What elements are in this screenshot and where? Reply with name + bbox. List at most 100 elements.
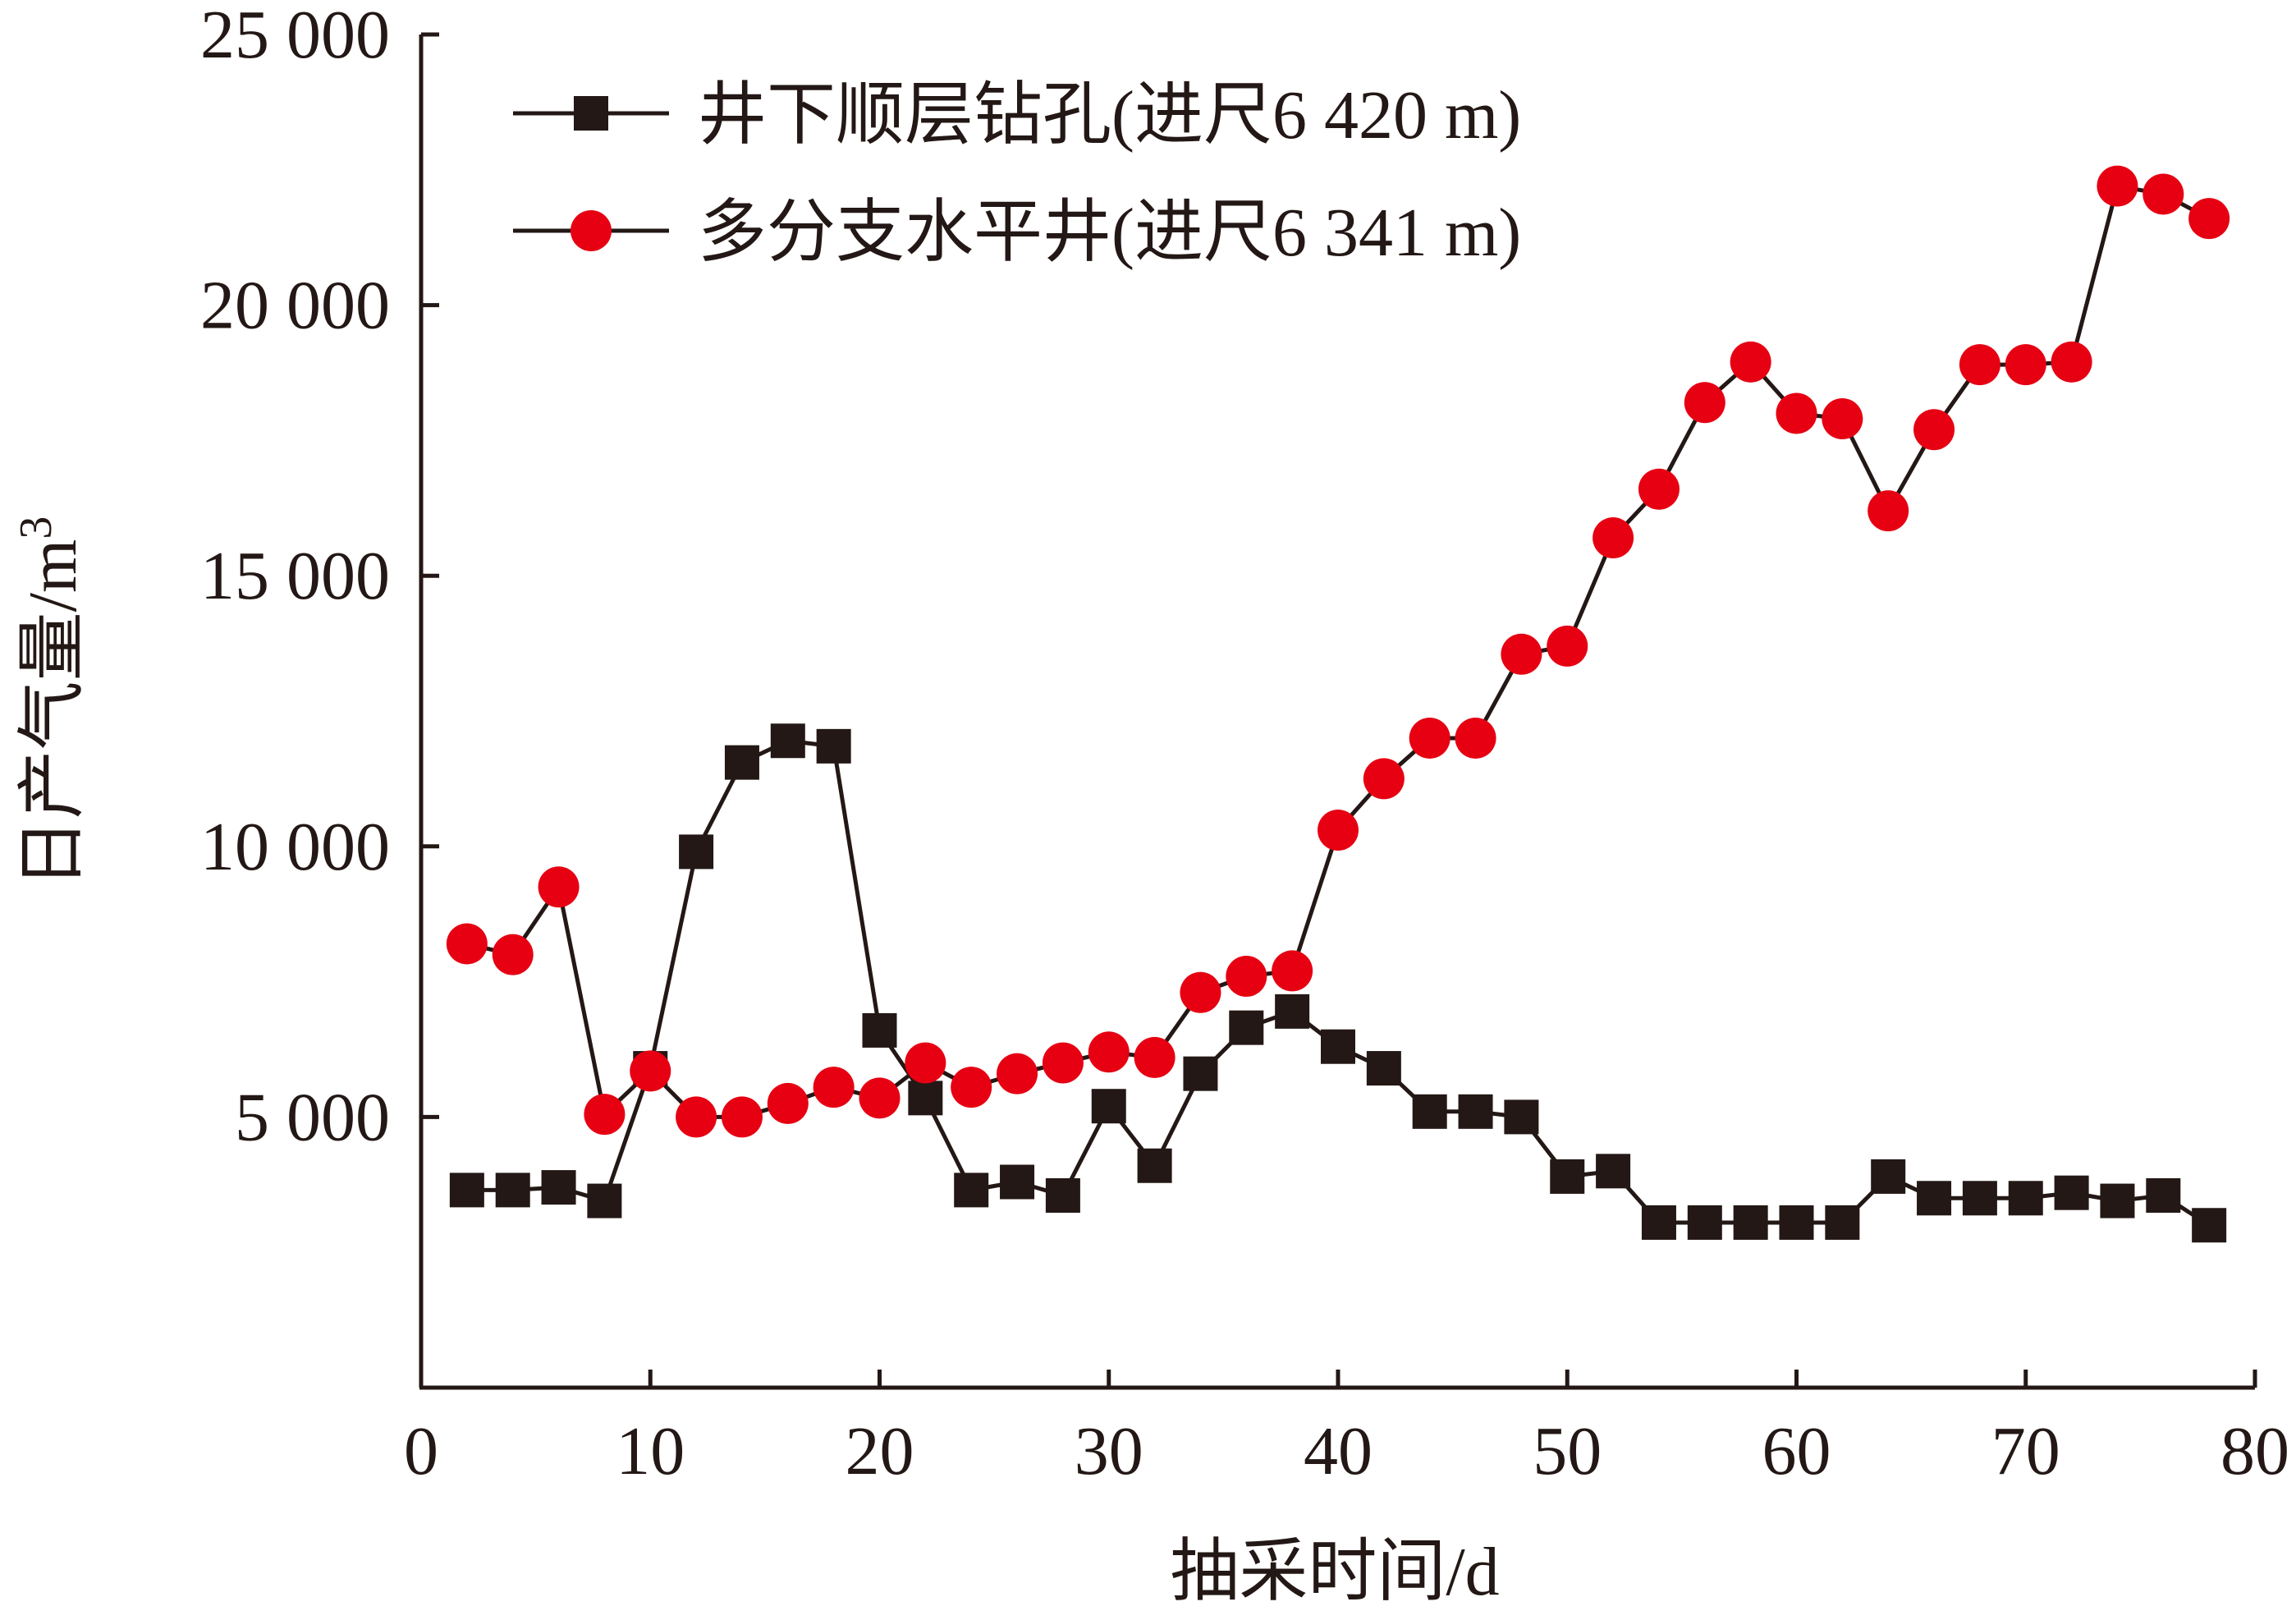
- series-1-point: [1183, 1056, 1218, 1091]
- y-axis-title-superscript: 3: [11, 516, 62, 539]
- legend-item-1: 井下顺层钻孔(进尺6 420 m): [513, 77, 1521, 154]
- series-1-point: [2054, 1175, 2089, 1210]
- series-1-point: [2008, 1181, 2043, 1216]
- x-tick-label: 60: [1762, 1413, 1831, 1489]
- series-1-point: [587, 1183, 622, 1218]
- series-2-point: [813, 1067, 855, 1108]
- series-2-point: [1455, 717, 1496, 759]
- series-2-point: [905, 1042, 946, 1084]
- series-2-point: [721, 1096, 763, 1138]
- y-tick-label: 20 000: [200, 268, 390, 344]
- series-1-point: [908, 1081, 943, 1116]
- y-axis-title-text: 日产气量/m: [15, 539, 91, 888]
- x-tick-label: 80: [2220, 1413, 2289, 1489]
- series-1-point: [1825, 1205, 1860, 1240]
- x-tick-label: 70: [1991, 1413, 2060, 1489]
- series-2-point: [1593, 517, 1634, 559]
- series-2-point: [1042, 1042, 1084, 1084]
- series-1-point: [724, 745, 759, 780]
- series-1-point: [495, 1173, 530, 1208]
- series-2-point: [767, 1082, 809, 1124]
- series-1-point: [1321, 1029, 1355, 1064]
- series-1-point: [954, 1173, 989, 1208]
- series-1-point: [679, 834, 714, 870]
- axes: 0 10 20 30 40 50 60 70 80 5 000 10 000 15 000 20 000…: [200, 0, 2289, 1489]
- series-2-point: [446, 923, 488, 965]
- series-2-line: [466, 184, 2211, 1119]
- x-tick-label: 50: [1533, 1413, 1602, 1489]
- series-2-point: [1088, 1031, 1130, 1073]
- series-2-point: [492, 934, 534, 975]
- y-tick-label: 25 000: [200, 0, 390, 73]
- series-2-point: [1363, 758, 1405, 800]
- legend-marker: [571, 210, 612, 251]
- x-tick-label: 30: [1075, 1413, 1143, 1489]
- series-2-point: [951, 1067, 992, 1108]
- series-1-point: [1871, 1159, 1906, 1194]
- plot-area: [446, 165, 2230, 1243]
- series-1-point: [1596, 1154, 1631, 1189]
- series-1-point: [1458, 1094, 1493, 1129]
- series-2-point: [630, 1050, 671, 1092]
- series-2-point: [1501, 633, 1542, 675]
- series-1-point: [1962, 1181, 1997, 1216]
- x-tick-label: 10: [616, 1413, 685, 1489]
- legend: 井下顺层钻孔(进尺6 420 m) 多分支水平井(进尺6 341 m): [513, 77, 1521, 271]
- series-2-point: [1822, 398, 1863, 440]
- series-1-point: [862, 1012, 897, 1048]
- series-1-point: [1137, 1148, 1172, 1183]
- series-2-point: [1226, 956, 1267, 998]
- y-tick-label: 10 000: [200, 809, 390, 885]
- series-1: [449, 723, 2227, 1243]
- series-1-point: [1045, 1177, 1080, 1213]
- series-1-point: [816, 728, 851, 764]
- series-1-point: [1504, 1099, 1539, 1135]
- y-axis-title: 日产气量/m3: [11, 516, 91, 888]
- legend-label: 井下顺层钻孔(进尺6 420 m): [698, 77, 1521, 154]
- series-1-point: [1641, 1205, 1676, 1240]
- series-2-point: [2142, 173, 2184, 215]
- legend-item-2: 多分支水平井(进尺6 341 m): [513, 195, 1521, 271]
- series-1-point: [1687, 1205, 1722, 1240]
- series-2-point: [1868, 490, 1909, 532]
- series-2-point: [2097, 165, 2138, 207]
- series-2-point: [2051, 341, 2092, 383]
- x-axis-title: 抽采时间/d: [1170, 1534, 1499, 1610]
- series-1-point: [2192, 1208, 2227, 1243]
- series-1-point: [1779, 1205, 1814, 1240]
- series-2-point: [1959, 344, 2000, 386]
- series-2-point: [1776, 392, 1817, 434]
- series-2-point: [1134, 1036, 1175, 1078]
- series-2-point: [1913, 409, 1955, 451]
- series-2-point: [2188, 198, 2230, 240]
- legend-marker: [574, 96, 608, 131]
- series-2-point: [1409, 717, 1450, 759]
- series-1-point: [1366, 1051, 1401, 1086]
- series-1-point: [1091, 1089, 1126, 1124]
- series-2-point: [676, 1096, 717, 1138]
- series-2-point: [2005, 344, 2046, 386]
- series-1-point: [1550, 1159, 1585, 1194]
- series-1-point: [1412, 1094, 1447, 1129]
- x-tick-label: 40: [1304, 1413, 1373, 1489]
- series-2-point: [538, 866, 580, 908]
- series-2-point: [1318, 810, 1359, 851]
- series-2: [446, 165, 2230, 1138]
- series-2-point: [584, 1094, 626, 1136]
- series-1-point: [1229, 1010, 1264, 1045]
- series-2-point: [1180, 971, 1221, 1013]
- series-1-point: [2100, 1183, 2135, 1218]
- series-2-point: [1272, 950, 1313, 992]
- series-1-point: [1000, 1164, 1035, 1200]
- x-tick-label: 20: [846, 1413, 914, 1489]
- series-1-point: [541, 1170, 576, 1205]
- series-2-point: [1638, 468, 1680, 510]
- y-tick-label: 15 000: [200, 538, 390, 614]
- series-1-point: [2146, 1177, 2181, 1213]
- y-tick-label: 5 000: [235, 1079, 390, 1155]
- series-2-point: [1730, 341, 1771, 383]
- series-1-point: [1275, 994, 1310, 1029]
- series-1-point: [770, 723, 805, 759]
- series-2-point: [1684, 382, 1725, 424]
